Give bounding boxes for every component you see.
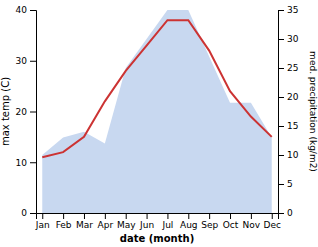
tick: Jul [162, 213, 174, 230]
tick-label: Oct [223, 220, 239, 230]
tick-mark [278, 68, 284, 69]
y-axis: 0 10 20 30 40 [16, 5, 37, 218]
tick-mark [278, 155, 284, 156]
tick: 0 [21, 208, 36, 218]
tick-label: 35 [287, 5, 298, 15]
tick: 30 [16, 56, 36, 66]
y2-axis: 0 5 10 15 20 25 30 35 [278, 5, 299, 218]
tick-label: Nov [243, 220, 261, 230]
tick-label: Jun [139, 220, 154, 230]
tick-label: 10 [287, 150, 299, 160]
temp-line [42, 20, 271, 157]
tick: Feb [56, 213, 72, 230]
tick: Sep [201, 213, 218, 230]
tick-label: Aug [180, 220, 198, 230]
tick: Dec [264, 213, 281, 230]
tick-mark [251, 213, 252, 219]
tick-mark [30, 61, 36, 62]
y-axis-title: max temp (C) [0, 77, 11, 146]
tick: Mar [76, 213, 93, 230]
tick-label: 0 [21, 208, 27, 218]
tick-mark [30, 162, 36, 163]
tick-label: 0 [287, 208, 293, 218]
tick-label: Jan [35, 220, 50, 230]
tick-label: 10 [16, 158, 28, 168]
tick: 20 [278, 92, 299, 102]
tick: Jun [139, 213, 154, 230]
tick: Aug [180, 213, 198, 230]
plot-area [42, 10, 271, 213]
tick: Nov [243, 213, 261, 230]
tick: 35 [278, 5, 298, 15]
tick-label: Jul [162, 220, 174, 230]
chart-container: Jan Feb Mar AprMayJun Jul AugSep Oct NovDec 0 10 2… [0, 0, 318, 247]
tick-mark [30, 10, 36, 11]
tick-mark [42, 213, 43, 219]
tick-mark [278, 184, 284, 185]
tick-mark [84, 213, 85, 219]
tick-mark [209, 213, 210, 219]
tick-label: Sep [201, 220, 218, 230]
tick: 25 [278, 63, 298, 73]
tick-label: Mar [76, 220, 93, 230]
tick-mark [30, 213, 36, 214]
tick: Jan [35, 213, 50, 230]
y2-axis-title: med. precipitation (kg/m2) [308, 51, 318, 172]
tick-label: Dec [264, 220, 281, 230]
tick-mark [188, 213, 189, 219]
tick-label: Apr [98, 220, 114, 230]
tick-mark [126, 213, 127, 219]
tick: 15 [278, 121, 298, 131]
tick-mark [105, 213, 106, 219]
tick-mark [230, 213, 231, 219]
tick-mark [272, 213, 273, 219]
tick-mark [278, 97, 284, 98]
tick-mark [63, 213, 64, 219]
tick-label: 30 [16, 56, 28, 66]
x-axis-title: date (month) [120, 233, 194, 244]
tick-label: 25 [287, 63, 298, 73]
x-axis: Jan Feb Mar AprMayJun Jul AugSep Oct NovDec [35, 213, 281, 230]
tick: 20 [16, 107, 36, 117]
tick-label: Feb [56, 220, 72, 230]
tick-label: 40 [16, 5, 28, 15]
tick-label: 20 [287, 92, 299, 102]
tick: 10 [16, 158, 36, 168]
tick-mark [278, 39, 284, 40]
tick: Oct [223, 213, 239, 230]
tick-label: 5 [287, 179, 293, 189]
tick-label: May [117, 220, 136, 230]
tick-mark [167, 213, 168, 219]
tick: 30 [278, 34, 299, 44]
tick-label: 30 [287, 34, 299, 44]
tick-label: 15 [287, 121, 298, 131]
tick-mark [30, 112, 36, 113]
chart: Jan Feb Mar AprMayJun Jul AugSep Oct NovDec 0 10 2… [0, 0, 318, 247]
tick: Apr [98, 213, 114, 230]
tick: 5 [278, 179, 293, 189]
tick: 0 [278, 208, 293, 218]
tick-mark [278, 126, 284, 127]
tick-mark [278, 10, 284, 11]
tick: 10 [278, 150, 299, 160]
precip-area [42, 10, 271, 213]
tick-mark [278, 213, 284, 214]
tick: 40 [16, 5, 36, 15]
tick-label: 20 [16, 107, 28, 117]
axis-line [37, 214, 279, 220]
tick: May [117, 213, 136, 230]
axis-line [30, 11, 37, 214]
tick-mark [147, 213, 148, 219]
axis-line [279, 11, 285, 214]
